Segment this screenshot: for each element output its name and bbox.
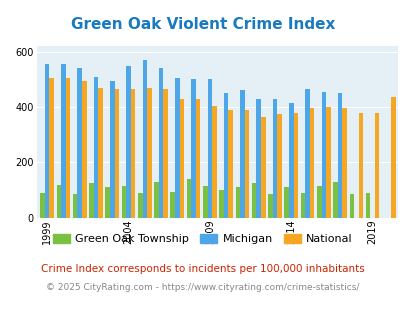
Bar: [349, 194, 353, 218]
Bar: [202, 186, 207, 218]
Bar: [138, 193, 142, 218]
Bar: [256, 99, 260, 218]
Bar: [207, 80, 212, 218]
Bar: [163, 89, 168, 218]
Bar: [94, 77, 98, 218]
Bar: [61, 64, 66, 218]
Bar: [110, 81, 114, 218]
Bar: [175, 78, 179, 218]
Bar: [147, 88, 151, 218]
Bar: [341, 109, 346, 218]
Bar: [56, 184, 61, 218]
Bar: [390, 97, 395, 218]
Bar: [130, 89, 135, 218]
Bar: [300, 193, 305, 218]
Bar: [191, 80, 195, 218]
Bar: [45, 64, 49, 218]
Bar: [154, 182, 158, 218]
Bar: [293, 113, 297, 218]
Bar: [305, 89, 309, 218]
Bar: [284, 187, 288, 218]
Bar: [98, 88, 102, 218]
Bar: [235, 187, 240, 218]
Bar: [365, 193, 369, 218]
Bar: [77, 68, 82, 218]
Bar: [179, 99, 184, 218]
Bar: [337, 93, 341, 218]
Bar: [219, 190, 223, 218]
Bar: [260, 117, 265, 218]
Bar: [272, 99, 277, 218]
Bar: [321, 92, 325, 218]
Bar: [309, 109, 313, 218]
Bar: [72, 194, 77, 218]
Bar: [244, 110, 249, 218]
Bar: [333, 182, 337, 218]
Bar: [228, 110, 232, 218]
Bar: [49, 78, 54, 218]
Bar: [105, 187, 110, 218]
Bar: [223, 93, 228, 218]
Legend: Green Oak Township, Michigan, National: Green Oak Township, Michigan, National: [53, 234, 352, 245]
Bar: [288, 103, 293, 218]
Bar: [358, 113, 362, 218]
Text: © 2025 CityRating.com - https://www.cityrating.com/crime-statistics/: © 2025 CityRating.com - https://www.city…: [46, 282, 359, 292]
Bar: [195, 99, 200, 218]
Bar: [158, 68, 163, 218]
Text: Crime Index corresponds to incidents per 100,000 inhabitants: Crime Index corresponds to incidents per…: [41, 264, 364, 274]
Bar: [240, 90, 244, 218]
Bar: [89, 183, 94, 218]
Bar: [170, 191, 175, 218]
Bar: [186, 179, 191, 218]
Bar: [251, 183, 256, 218]
Bar: [212, 106, 216, 218]
Bar: [126, 66, 130, 218]
Bar: [277, 114, 281, 218]
Bar: [40, 193, 45, 218]
Bar: [267, 194, 272, 218]
Bar: [325, 107, 330, 218]
Bar: [82, 81, 86, 218]
Bar: [316, 186, 321, 218]
Bar: [122, 186, 126, 218]
Bar: [114, 89, 119, 218]
Bar: [66, 78, 70, 218]
Bar: [374, 113, 379, 218]
Text: Green Oak Violent Crime Index: Green Oak Violent Crime Index: [70, 17, 335, 32]
Bar: [142, 60, 147, 218]
